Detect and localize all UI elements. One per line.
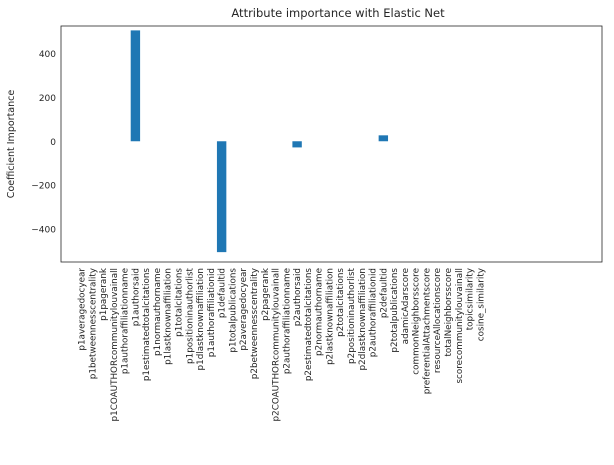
x-tick-label: p1defaultid [218,268,228,318]
y-tick-labels: 400 200 0 −200 −400 [31,50,56,236]
x-tick-label: p2defaultid [379,268,389,318]
x-tick-labels: p1averagedocyear p1betweennesscentrality p… [78,267,487,421]
y-tick-label: 400 [39,50,56,60]
x-tick-label: commonNeighborsscore [412,268,422,375]
bars-group [130,30,389,253]
x-tick-label: p1dlastknownaffiliation [196,268,206,370]
x-tick-label: p2positioninauthorlist [347,267,357,364]
x-tick-label: p1lastknownaffiliation [164,268,174,365]
x-tick-label: p2pagerank [261,267,271,321]
x-tick-label: adamicAdarscore [401,268,411,344]
x-tick-label: resourceAllocationscore [433,268,443,373]
x-tick-label: p2dlastknownaffiliation [358,268,368,370]
x-tick-label: totalNeighborsscore [444,268,454,357]
y-tick-label: 0 [50,138,56,148]
y-tick-label: −400 [31,226,56,236]
x-tick-label: p1positioninauthorlist [185,267,195,364]
x-tick-label: p1averagedocyear [78,268,88,351]
x-tick-label: p1authoraffiliationid [207,268,217,357]
x-tick-label: p2averagedocyear [239,268,249,351]
x-tick-label: p2normauthorname [315,268,325,356]
x-tick-label: p2totalcitations [336,268,346,337]
bar-p2defaultid [378,135,389,142]
x-tick-label: topicsimilarity [466,268,476,330]
y-tick-label: 200 [39,94,56,104]
chart-title: Attribute importance with Elastic Net [231,6,445,20]
x-tick-label: p2authoraffiliationname [282,268,292,374]
bar-p1defaultid [216,141,227,253]
bar-p1authorsaid [130,30,141,142]
x-tick-label: cosine_similarity [476,268,486,341]
x-tick-label: p1totalcitations [175,268,185,337]
x-tick-label: p2authoraffiliationid [369,268,379,357]
bar-p2authorsaid [292,141,302,148]
x-tick-label: preferentialAttachmentscore [422,268,432,394]
y-axis-label: Coefficient Importance [6,90,17,199]
x-tick-label: p2totalpublications [390,268,400,353]
x-tick-label: p1betweennesscentrality [88,268,98,379]
x-tick-label: p2COAUTHORcommunitylouvainall [272,268,282,421]
x-tick-label: p1normauthorname [153,268,163,356]
x-tick-label: p1authoraffiliationname [121,268,131,374]
x-tick-label: p1totalpublications [228,268,238,353]
y-tick-label: −200 [31,182,56,192]
x-tick-label: p2estimatedtotalcitations [304,268,314,382]
x-tick-label: p2lastknownaffiliation [325,268,335,365]
x-tick-label: p1COAUTHORcommunitylouvainall [110,268,120,421]
x-tick-label: p2betweennesscentrality [250,268,260,379]
x-tick-label: p1pagerank [99,267,109,321]
x-tick-label: p2authorsaid [293,268,303,326]
x-tick-label: p1estimatedtotalcitations [142,268,152,382]
x-tick-label: scorecommunitylouvainall [455,268,465,384]
plot-frame [60,25,603,263]
x-tick-label: p1authorsaid [131,268,141,326]
